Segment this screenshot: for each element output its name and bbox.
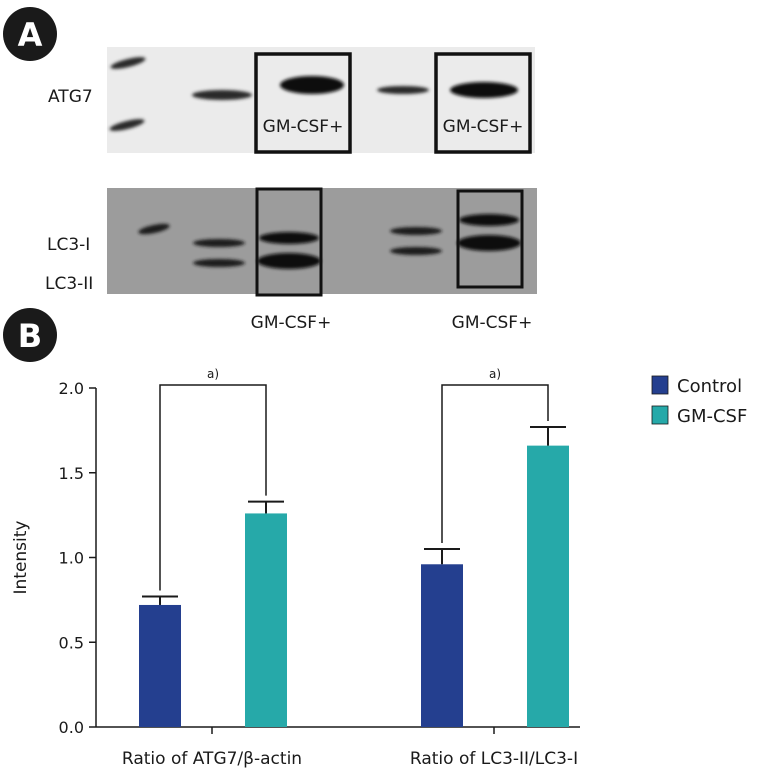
lc3-highlight-box <box>456 189 524 289</box>
lc3i-control-band <box>390 227 442 235</box>
x-tick-label: Ratio of ATG7/β-actin <box>122 749 302 769</box>
atg7-box-label: GM-CSF+ <box>263 117 344 137</box>
panel-b-badge <box>3 308 57 362</box>
panel-a: A GM-CSF+ GM-CSF+ ATG7 <box>3 7 537 333</box>
panel-a-badge <box>3 7 57 61</box>
lc3-marker-band <box>138 223 170 235</box>
lc3ii-gmcsf-band <box>257 253 321 269</box>
atg7-marker-band <box>110 57 146 69</box>
y-tick-label: 2.0 <box>59 379 84 398</box>
bar-control <box>139 604 181 727</box>
atg7-row-label: ATG7 <box>48 87 93 107</box>
panel-b: B <box>3 308 57 362</box>
lc3i-gmcsf-band <box>259 232 319 244</box>
lc3-highlight-box <box>255 187 323 297</box>
panel-a-badge-label: A <box>18 16 43 54</box>
significance-bracket <box>441 384 549 544</box>
atg7-box-label: GM-CSF+ <box>443 117 524 137</box>
significance-label: a) <box>489 367 501 381</box>
atg7-control-band <box>192 90 252 100</box>
y-tick-label: 1.0 <box>59 549 84 568</box>
atg7-gmcsf-band <box>280 76 344 94</box>
legend-label: Control <box>677 376 742 397</box>
x-tick-label: Ratio of LC3-II/LC3-I <box>410 749 578 769</box>
significance-bracket <box>159 384 267 591</box>
lc3-caption: GM-CSF+ <box>452 313 533 333</box>
lc3i-gmcsf-band <box>459 214 519 226</box>
lc3i-control-band <box>193 239 245 247</box>
bar-gm-csf <box>527 445 569 727</box>
bar-gm-csf <box>245 513 287 727</box>
y-tick-label: 0.5 <box>59 633 84 652</box>
bar-chart: 0.0 0.5 1.0 1.5 2.0 Intensity Ratio of ATG7/β-… <box>11 367 747 769</box>
legend-swatch <box>651 375 669 395</box>
bar-control <box>421 564 463 727</box>
lc3i-row-label: LC3-I <box>47 235 90 255</box>
legend-label: GM-CSF <box>677 406 747 427</box>
lc3ii-gmcsf-band <box>457 235 521 251</box>
lc3ii-control-band <box>390 247 442 255</box>
panel-b-badge-label: B <box>18 317 42 355</box>
y-axis-title: Intensity <box>11 521 31 595</box>
y-tick-label: 1.5 <box>59 464 84 483</box>
lc3-caption: GM-CSF+ <box>251 313 332 333</box>
significance-label: a) <box>207 367 219 381</box>
y-tick-label: 0.0 <box>59 718 84 737</box>
atg7-highlight-box <box>254 52 352 154</box>
lc3-blot <box>107 187 537 297</box>
atg7-marker-band <box>109 119 145 131</box>
atg7-membrane <box>107 47 535 153</box>
lc3ii-control-band <box>193 259 245 267</box>
atg7-gmcsf-band <box>450 82 518 98</box>
atg7-control-band <box>377 86 429 94</box>
legend-swatch <box>651 405 669 425</box>
atg7-highlight-box <box>434 52 532 154</box>
lc3ii-row-label: LC3-II <box>45 274 93 294</box>
atg7-blot: GM-CSF+ GM-CSF+ <box>107 47 535 154</box>
